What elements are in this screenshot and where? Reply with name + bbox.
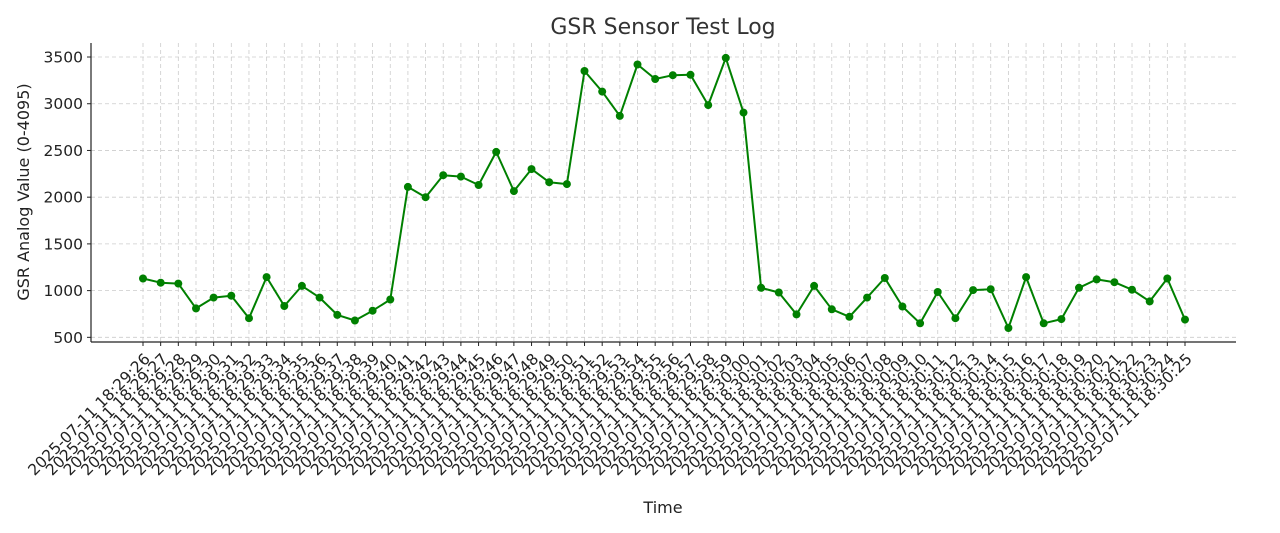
data-point <box>721 53 730 62</box>
data-point <box>562 180 571 189</box>
data-point <box>492 147 501 156</box>
chart-title: GSR Sensor Test Log <box>550 15 775 40</box>
data-point <box>1022 273 1031 282</box>
data-point <box>509 187 518 196</box>
data-point <box>986 285 995 294</box>
data-point <box>845 312 854 321</box>
data-point <box>262 273 271 282</box>
data-point <box>227 291 236 300</box>
data-point <box>863 293 872 302</box>
data-point <box>580 67 589 75</box>
y-tick-label: 1500 <box>44 235 83 253</box>
data-point <box>527 165 536 174</box>
data-point <box>1110 278 1119 287</box>
data-point <box>651 75 660 83</box>
data-point <box>280 302 289 310</box>
data-point <box>969 286 978 295</box>
data-point <box>315 293 324 302</box>
data-point <box>615 111 624 120</box>
data-point <box>898 302 907 311</box>
data-point <box>1092 275 1101 284</box>
data-point <box>598 87 607 96</box>
data-point <box>421 193 430 202</box>
y-tick-label: 2500 <box>44 142 83 160</box>
grid <box>91 43 1236 342</box>
data-point <box>333 310 342 319</box>
data-point <box>386 295 395 304</box>
data-point <box>686 70 695 79</box>
data-point <box>880 274 889 282</box>
y-tick-label: 3000 <box>44 95 83 113</box>
data-point <box>792 310 801 319</box>
data-point <box>774 288 783 297</box>
data-point <box>704 101 713 110</box>
data-point <box>1145 297 1154 306</box>
data-point <box>368 306 377 315</box>
data-point <box>456 172 465 181</box>
data-point <box>757 283 766 292</box>
data-point <box>933 288 942 296</box>
y-tick-label: 1000 <box>44 282 83 300</box>
y-tick-label: 3500 <box>44 49 83 67</box>
data-point <box>916 319 925 328</box>
data-point <box>739 108 748 117</box>
data-point <box>1181 315 1189 324</box>
data-point <box>1128 285 1136 294</box>
data-point <box>350 316 359 325</box>
data-point <box>245 314 253 323</box>
series-gsr <box>139 53 1189 332</box>
y-axis-label: GSR Analog Value (0-4095) <box>14 83 33 300</box>
data-point <box>951 314 960 323</box>
data-point <box>174 279 183 288</box>
data-point <box>1004 324 1013 332</box>
data-point <box>139 274 147 283</box>
data-point <box>827 305 836 314</box>
data-point <box>545 178 554 187</box>
data-point <box>1075 283 1083 292</box>
data-point <box>192 304 200 313</box>
data-point <box>403 182 412 191</box>
y-axis: 500 1000 1500 2000 2500 3000 3500 <box>44 49 91 347</box>
data-point <box>209 293 218 302</box>
data-point <box>1057 315 1066 324</box>
x-axis-label: Time <box>642 498 682 517</box>
data-point <box>633 60 642 69</box>
data-point <box>810 281 819 290</box>
data-point <box>474 181 483 189</box>
data-point <box>439 171 448 180</box>
y-tick-label: 500 <box>53 329 83 347</box>
data-point <box>1163 274 1172 283</box>
data-point <box>156 278 165 287</box>
data-point <box>1039 319 1048 328</box>
data-point <box>668 71 677 80</box>
data-point <box>297 281 306 290</box>
y-tick-label: 2000 <box>44 189 83 207</box>
